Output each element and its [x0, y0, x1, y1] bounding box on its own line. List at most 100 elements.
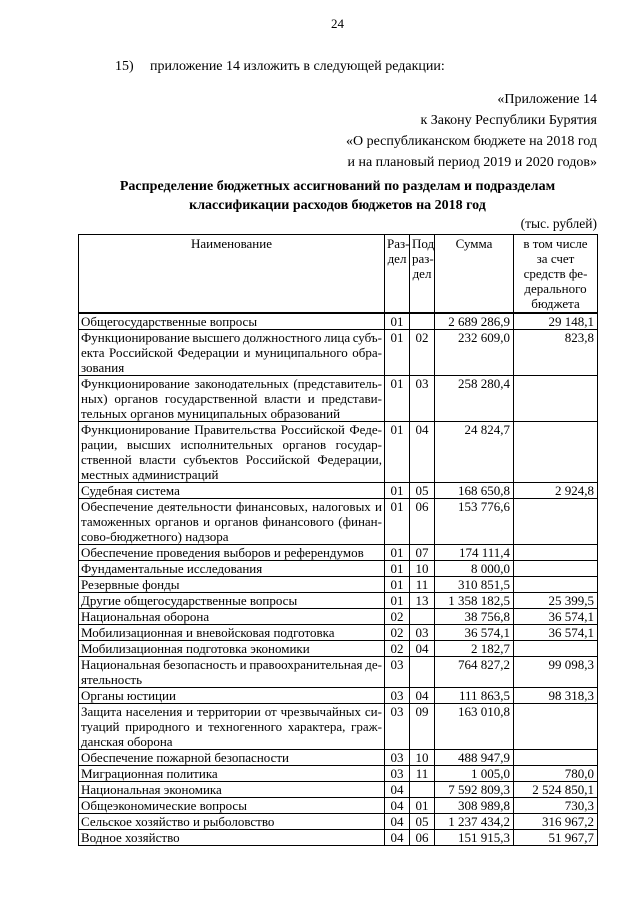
- table-row: Органы юстиции 03 04 111 863,5 98 318,3: [78, 687, 598, 704]
- table-row: Другие общегосударственные вопросы 01 13 1 …: [78, 592, 598, 609]
- cell-name: Обеспечение деятельности финансовых, налого…: [78, 498, 385, 545]
- cell-summa: 2 689 286,9: [434, 312, 514, 330]
- cell-razdel: 01: [384, 482, 410, 499]
- cell-podrazdel: 05: [409, 482, 435, 499]
- cell-summa: 488 947,9: [434, 749, 514, 766]
- cell-razdel: 04: [384, 813, 410, 830]
- cell-summa: 151 915,3: [434, 829, 514, 846]
- cell-federal: 730,3: [513, 797, 598, 814]
- page-content: 24 15) приложение 14 изложить в следующей…: [78, 16, 598, 846]
- cell-name: Судебная система: [78, 482, 385, 499]
- table-row: Миграционная политика 03 11 1 005,0 780,0: [78, 765, 598, 782]
- table-row: Обеспечение проведения выборов и референ…: [78, 544, 598, 561]
- table-row: Фундаментальные исследования 01 10 8 000,0: [78, 560, 598, 577]
- cell-name: Мобилизационная подготовка экономики: [78, 640, 385, 657]
- header-razdel: Раз- дел: [384, 234, 410, 314]
- cell-federal: 823,8: [513, 329, 598, 376]
- cell-summa: 1 237 434,2: [434, 813, 514, 830]
- table-body: Общегосударственные вопросы 01 2 689 286,9…: [78, 312, 598, 846]
- cell-federal: [513, 749, 598, 766]
- cell-federal: [513, 703, 598, 750]
- cell-federal: [513, 640, 598, 657]
- cell-summa: 2 182,7: [434, 640, 514, 657]
- cell-podrazdel: 04: [409, 640, 435, 657]
- clause-number: 15): [115, 59, 134, 74]
- cell-podrazdel: 03: [409, 624, 435, 641]
- cell-federal: [513, 375, 598, 422]
- header-federal: в том числе за счет средств фе- дерально…: [513, 234, 598, 314]
- cell-federal: 36 574,1: [513, 624, 598, 641]
- cell-razdel: 01: [384, 375, 410, 422]
- table-row: Общегосударственные вопросы 01 2 689 286,9…: [78, 312, 598, 330]
- cell-summa: 36 574,1: [434, 624, 514, 641]
- clause-text: приложение 14 изложить в следующей редак…: [150, 59, 445, 74]
- table-row: Мобилизационная и вневойсковая подготовк…: [78, 624, 598, 641]
- cell-podrazdel: 06: [409, 829, 435, 846]
- cell-name: Миграционная политика: [78, 765, 385, 782]
- cell-federal: 99 098,3: [513, 656, 598, 688]
- cell-podrazdel: [409, 312, 435, 330]
- cell-federal: [513, 576, 598, 593]
- cell-summa: 174 111,4: [434, 544, 514, 561]
- cell-name: Национальная экономика: [78, 781, 385, 798]
- cell-podrazdel: [409, 781, 435, 798]
- cell-razdel: 03: [384, 749, 410, 766]
- cell-razdel: 01: [384, 576, 410, 593]
- table-row: Защита населения и территории от чрезвычайных…: [78, 703, 598, 750]
- cell-summa: 1 358 182,5: [434, 592, 514, 609]
- cell-summa: 1 005,0: [434, 765, 514, 782]
- cell-name: Национальная безопасность и правоохранитель…: [78, 656, 385, 688]
- cell-name: Национальная оборона: [78, 608, 385, 625]
- table-header: Наименование Раз- дел Под- раз- дел Сумм…: [78, 234, 598, 314]
- cell-podrazdel: 13: [409, 592, 435, 609]
- table-row: Функционирование высшего должностного лица с…: [78, 329, 598, 376]
- cell-name: Общегосударственные вопросы: [78, 312, 385, 330]
- cell-summa: 153 776,6: [434, 498, 514, 545]
- cell-razdel: 03: [384, 703, 410, 750]
- table-row: Национальная оборона 02 38 756,8 36 574,1: [78, 608, 598, 625]
- header-podrazdel: Под- раз- дел: [409, 234, 435, 314]
- cell-name: Резервные фонды: [78, 576, 385, 593]
- cell-razdel: 04: [384, 781, 410, 798]
- cell-podrazdel: 11: [409, 576, 435, 593]
- cell-federal: 2 924,8: [513, 482, 598, 499]
- cell-podrazdel: 02: [409, 329, 435, 376]
- cell-podrazdel: 03: [409, 375, 435, 422]
- cell-summa: 308 989,8: [434, 797, 514, 814]
- cell-razdel: 01: [384, 544, 410, 561]
- cell-podrazdel: 07: [409, 544, 435, 561]
- cell-razdel: 03: [384, 765, 410, 782]
- cell-name: Мобилизационная и вневойсковая подготовк…: [78, 624, 385, 641]
- cell-name: Сельское хозяйство и рыболовство: [78, 813, 385, 830]
- cell-name: Обеспечение пожарной безопасности: [78, 749, 385, 766]
- cell-podrazdel: 11: [409, 765, 435, 782]
- table-row: Обеспечение деятельности финансовых, налого…: [78, 498, 598, 545]
- cell-summa: 232 609,0: [434, 329, 514, 376]
- cell-podrazdel: 09: [409, 703, 435, 750]
- cell-federal: [513, 421, 598, 483]
- cell-summa: 310 851,5: [434, 576, 514, 593]
- table-row: Функционирование законодательных (представ…: [78, 375, 598, 422]
- cell-razdel: 02: [384, 624, 410, 641]
- cell-federal: [513, 544, 598, 561]
- document-title: Распределение бюджетных ассигнований по …: [119, 179, 556, 213]
- cell-podrazdel: 04: [409, 687, 435, 704]
- cell-summa: 24 824,7: [434, 421, 514, 483]
- cell-name: Органы юстиции: [78, 687, 385, 704]
- cell-federal: 316 967,2: [513, 813, 598, 830]
- cell-razdel: 01: [384, 498, 410, 545]
- cell-summa: 38 756,8: [434, 608, 514, 625]
- cell-name: Функционирование высшего должностного лица с…: [78, 329, 385, 376]
- cell-summa: 258 280,4: [434, 375, 514, 422]
- cell-summa: 163 010,8: [434, 703, 514, 750]
- table-row: Резервные фонды 01 11 310 851,5: [78, 576, 598, 593]
- cell-federal: 25 399,5: [513, 592, 598, 609]
- table-row: Национальная экономика 04 7 592 809,3 2 524…: [78, 781, 598, 798]
- table-row: Мобилизационная подготовка экономики 02 04…: [78, 640, 598, 657]
- cell-federal: 29 148,1: [513, 312, 598, 330]
- header-name: Наименование: [78, 234, 385, 314]
- cell-federal: 780,0: [513, 765, 598, 782]
- cell-razdel: 04: [384, 829, 410, 846]
- cell-name: Обеспечение проведения выборов и референ…: [78, 544, 385, 561]
- cell-federal: 51 967,7: [513, 829, 598, 846]
